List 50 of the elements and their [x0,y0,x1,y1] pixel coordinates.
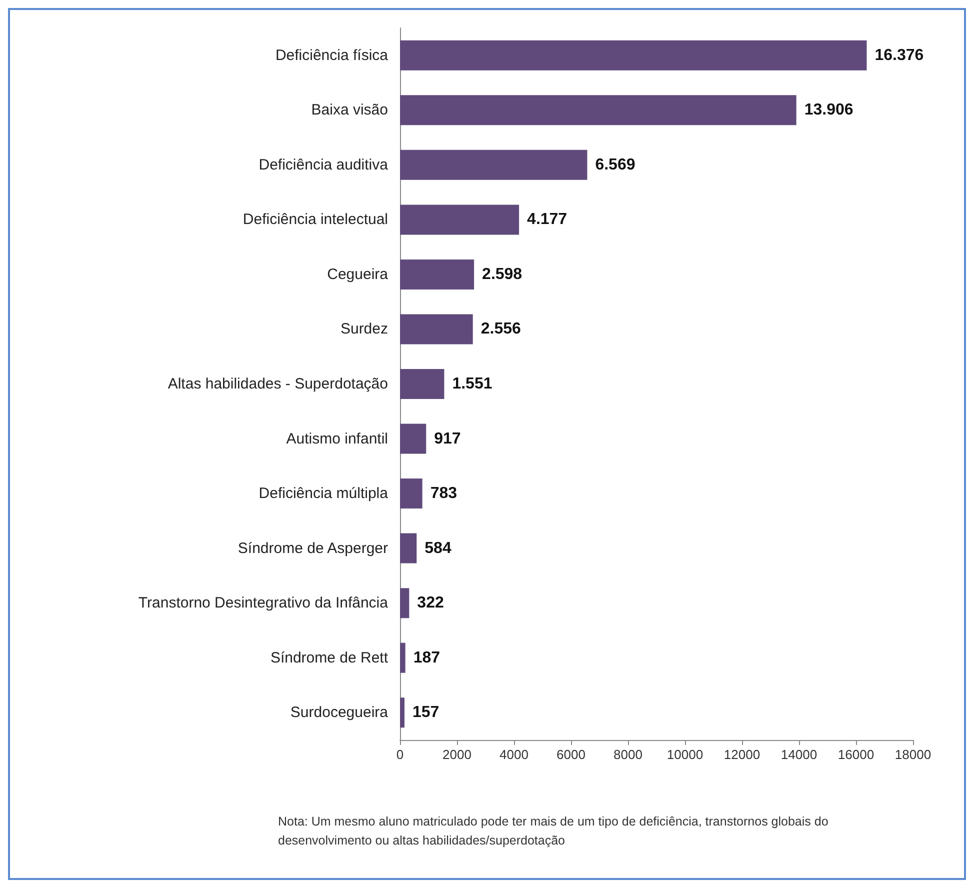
bar [400,533,417,564]
y-tick-label: Síndrome de Asperger [238,540,388,557]
bar [400,95,796,126]
bar [400,40,867,70]
data-label: 1.551 [452,376,492,392]
bar [400,150,588,180]
data-label: 584 [424,540,452,557]
y-tick-label: Transtorno Desintegrativo da Infância [138,594,389,612]
data-label: 2.598 [482,266,522,283]
x-tick-label: 12000 [724,747,760,762]
bar [400,369,444,399]
y-tick-label: Deficiência múltipla [258,485,389,502]
bar [400,698,404,728]
bar [400,259,474,290]
data-label: 13.906 [804,102,854,119]
y-tick-label: Síndrome de Rett [270,649,389,666]
data-label: 157 [412,704,440,722]
bar [400,424,426,454]
x-tick-label: 2000 [442,747,472,762]
text: Nota: Um mesmo aluno matriculado pode ter mais de um tipo de deficiência, transtornos globais do desenvolvimento ou altas habilidades/superdotação [278,814,832,848]
x-tick-label: 10000 [666,747,704,762]
bar [400,642,406,673]
x-tick-label: 18000 [894,747,932,762]
x-tick-label: 4000 [500,747,528,762]
y-tick-label: Surdez [340,320,388,338]
data-label: 322 [417,594,444,612]
bar [400,588,410,618]
y-tick-label: Deficiência física [275,46,389,64]
x-tick-label: 6000 [556,747,586,762]
x-tick-label: 8000 [614,747,642,762]
y-tick-label: Deficiência auditiva [258,156,389,174]
data-label: 4.177 [527,211,568,228]
data-label: 187 [413,649,440,666]
x-tick-label: 16000 [838,747,874,762]
data-label: 2.556 [480,320,521,338]
y-tick-label: Surdocegueira [290,704,389,722]
x-tick-label: 14000 [780,747,818,762]
data-label: 917 [434,430,461,448]
data-label: 783 [430,485,458,502]
bar [400,478,422,509]
bar [400,314,473,344]
bar [400,204,520,235]
y-tick-label: Deficiência intelectual [242,211,388,228]
data-label: 16.376 [874,46,924,64]
y-tick-label: Baixa visão [311,102,388,119]
x-tick-label: 0 [396,747,404,762]
y-tick-label: Cegueira [327,266,389,283]
y-tick-label: Altas habilidades - Superdotação [168,376,388,392]
y-tick-label: Autismo infantil [286,430,388,448]
data-label: 6.569 [595,156,636,174]
